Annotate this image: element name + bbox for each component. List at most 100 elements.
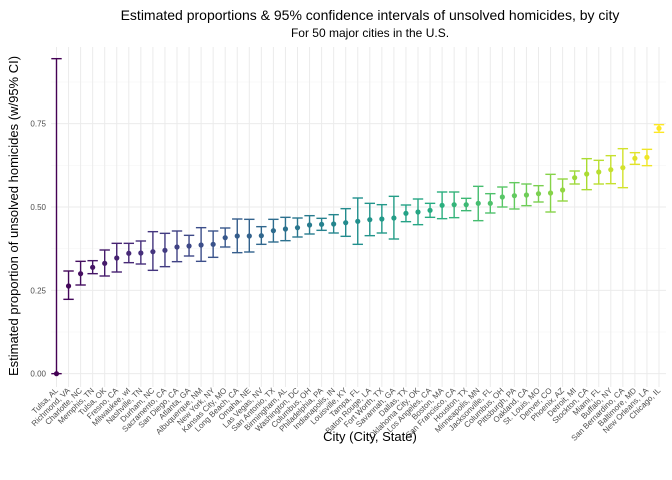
estimate-point (427, 207, 433, 213)
error-bar-group (436, 191, 448, 220)
error-bar-group (111, 242, 122, 273)
error-bar-group (593, 159, 604, 185)
error-bar-group (123, 242, 134, 264)
error-bar-group (75, 260, 86, 286)
error-bar-group (147, 230, 159, 272)
error-bar-group (400, 204, 412, 223)
error-bar-group (316, 217, 327, 232)
error-bar-group (533, 184, 544, 203)
estimate-point (319, 221, 325, 227)
error-bar-group (268, 218, 279, 243)
estimate-point (535, 191, 542, 197)
estimate-point (282, 226, 289, 232)
chart-subtitle: For 50 major cities in the U.S. (291, 26, 449, 40)
error-bar-group (232, 218, 243, 254)
estimate-point (487, 200, 493, 206)
estimate-point (78, 271, 84, 277)
estimate-point (644, 154, 650, 160)
estimate-point (656, 125, 662, 131)
estimate-point (294, 225, 301, 231)
data-marks (51, 57, 665, 377)
error-bar-group (388, 195, 400, 240)
error-bar-group (63, 270, 74, 301)
error-bar-group (135, 240, 147, 265)
error-bar-group (557, 178, 568, 202)
estimate-point (126, 250, 132, 256)
estimate-point (222, 235, 228, 241)
error-bar-group (569, 170, 580, 185)
error-bar-group (461, 197, 472, 212)
estimate-point (608, 167, 614, 173)
error-bar-group (99, 249, 110, 277)
y-tick-label: 0.00 (30, 370, 46, 379)
error-bar-group (424, 202, 436, 219)
error-bar-group (87, 259, 98, 275)
estimate-point (511, 193, 517, 199)
error-bar-group (448, 191, 460, 219)
estimate-point (258, 233, 264, 239)
estimate-point (475, 200, 481, 206)
estimate-point (53, 371, 60, 377)
error-bar-group (376, 203, 388, 234)
estimate-point (174, 244, 180, 250)
y-tick-label: 0.50 (30, 203, 46, 212)
estimate-point (198, 242, 204, 248)
estimate-point (355, 218, 361, 224)
estimate-point (186, 243, 192, 249)
error-bar-group (497, 186, 508, 208)
error-bar-group (412, 198, 424, 226)
estimate-point (114, 255, 120, 261)
estimate-point (270, 228, 276, 234)
error-bar-group (183, 234, 195, 257)
estimate-point (162, 247, 168, 253)
estimate-point (234, 233, 240, 239)
estimate-point (523, 192, 530, 198)
estimate-point (596, 169, 602, 175)
estimate-point (210, 241, 216, 247)
error-bar-group (581, 157, 592, 191)
error-bar-group (292, 217, 303, 238)
error-bar-group (51, 57, 62, 377)
error-bar-group (521, 183, 532, 207)
estimate-point (102, 260, 108, 266)
estimate-point (150, 249, 156, 255)
error-bar-group (244, 218, 255, 253)
estimate-point (451, 202, 457, 208)
error-bar-group (280, 216, 291, 242)
estimate-point (560, 187, 566, 193)
error-bar-group (485, 192, 496, 214)
error-bar-group (653, 123, 665, 134)
estimate-point (463, 202, 469, 208)
error-bar-group (220, 227, 231, 248)
estimate-point (391, 215, 397, 221)
estimate-point (499, 194, 505, 200)
estimate-point (439, 202, 445, 208)
error-bar-group (509, 181, 520, 210)
error-bar-group (364, 202, 375, 237)
estimate-point (367, 217, 373, 223)
error-bar-group (605, 154, 616, 185)
error-bar-group (159, 232, 171, 268)
estimate-point (632, 155, 638, 161)
error-bar-group (352, 197, 363, 246)
error-bar-group (617, 147, 629, 189)
error-bar-group (328, 213, 339, 234)
estimate-point (246, 233, 252, 239)
error-bar-group (207, 230, 219, 259)
error-bar-group (340, 207, 351, 238)
error-bar-group (473, 185, 484, 222)
error-bar-group (256, 225, 267, 246)
grid (51, 47, 666, 387)
x-axis-title: City (City, State) (323, 429, 417, 444)
chart-title: Estimated proportions & 95% confidence i… (121, 7, 620, 23)
estimate-point (572, 175, 578, 181)
estimate-point (415, 209, 421, 215)
estimate-point (65, 283, 72, 289)
y-axis: 0.00 0.25 0.50 0.75 (30, 120, 46, 379)
estimate-point (90, 264, 96, 270)
estimate-point (547, 190, 554, 196)
error-bar-group (629, 151, 641, 166)
estimate-point (403, 210, 409, 216)
error-bar-group (171, 230, 183, 263)
